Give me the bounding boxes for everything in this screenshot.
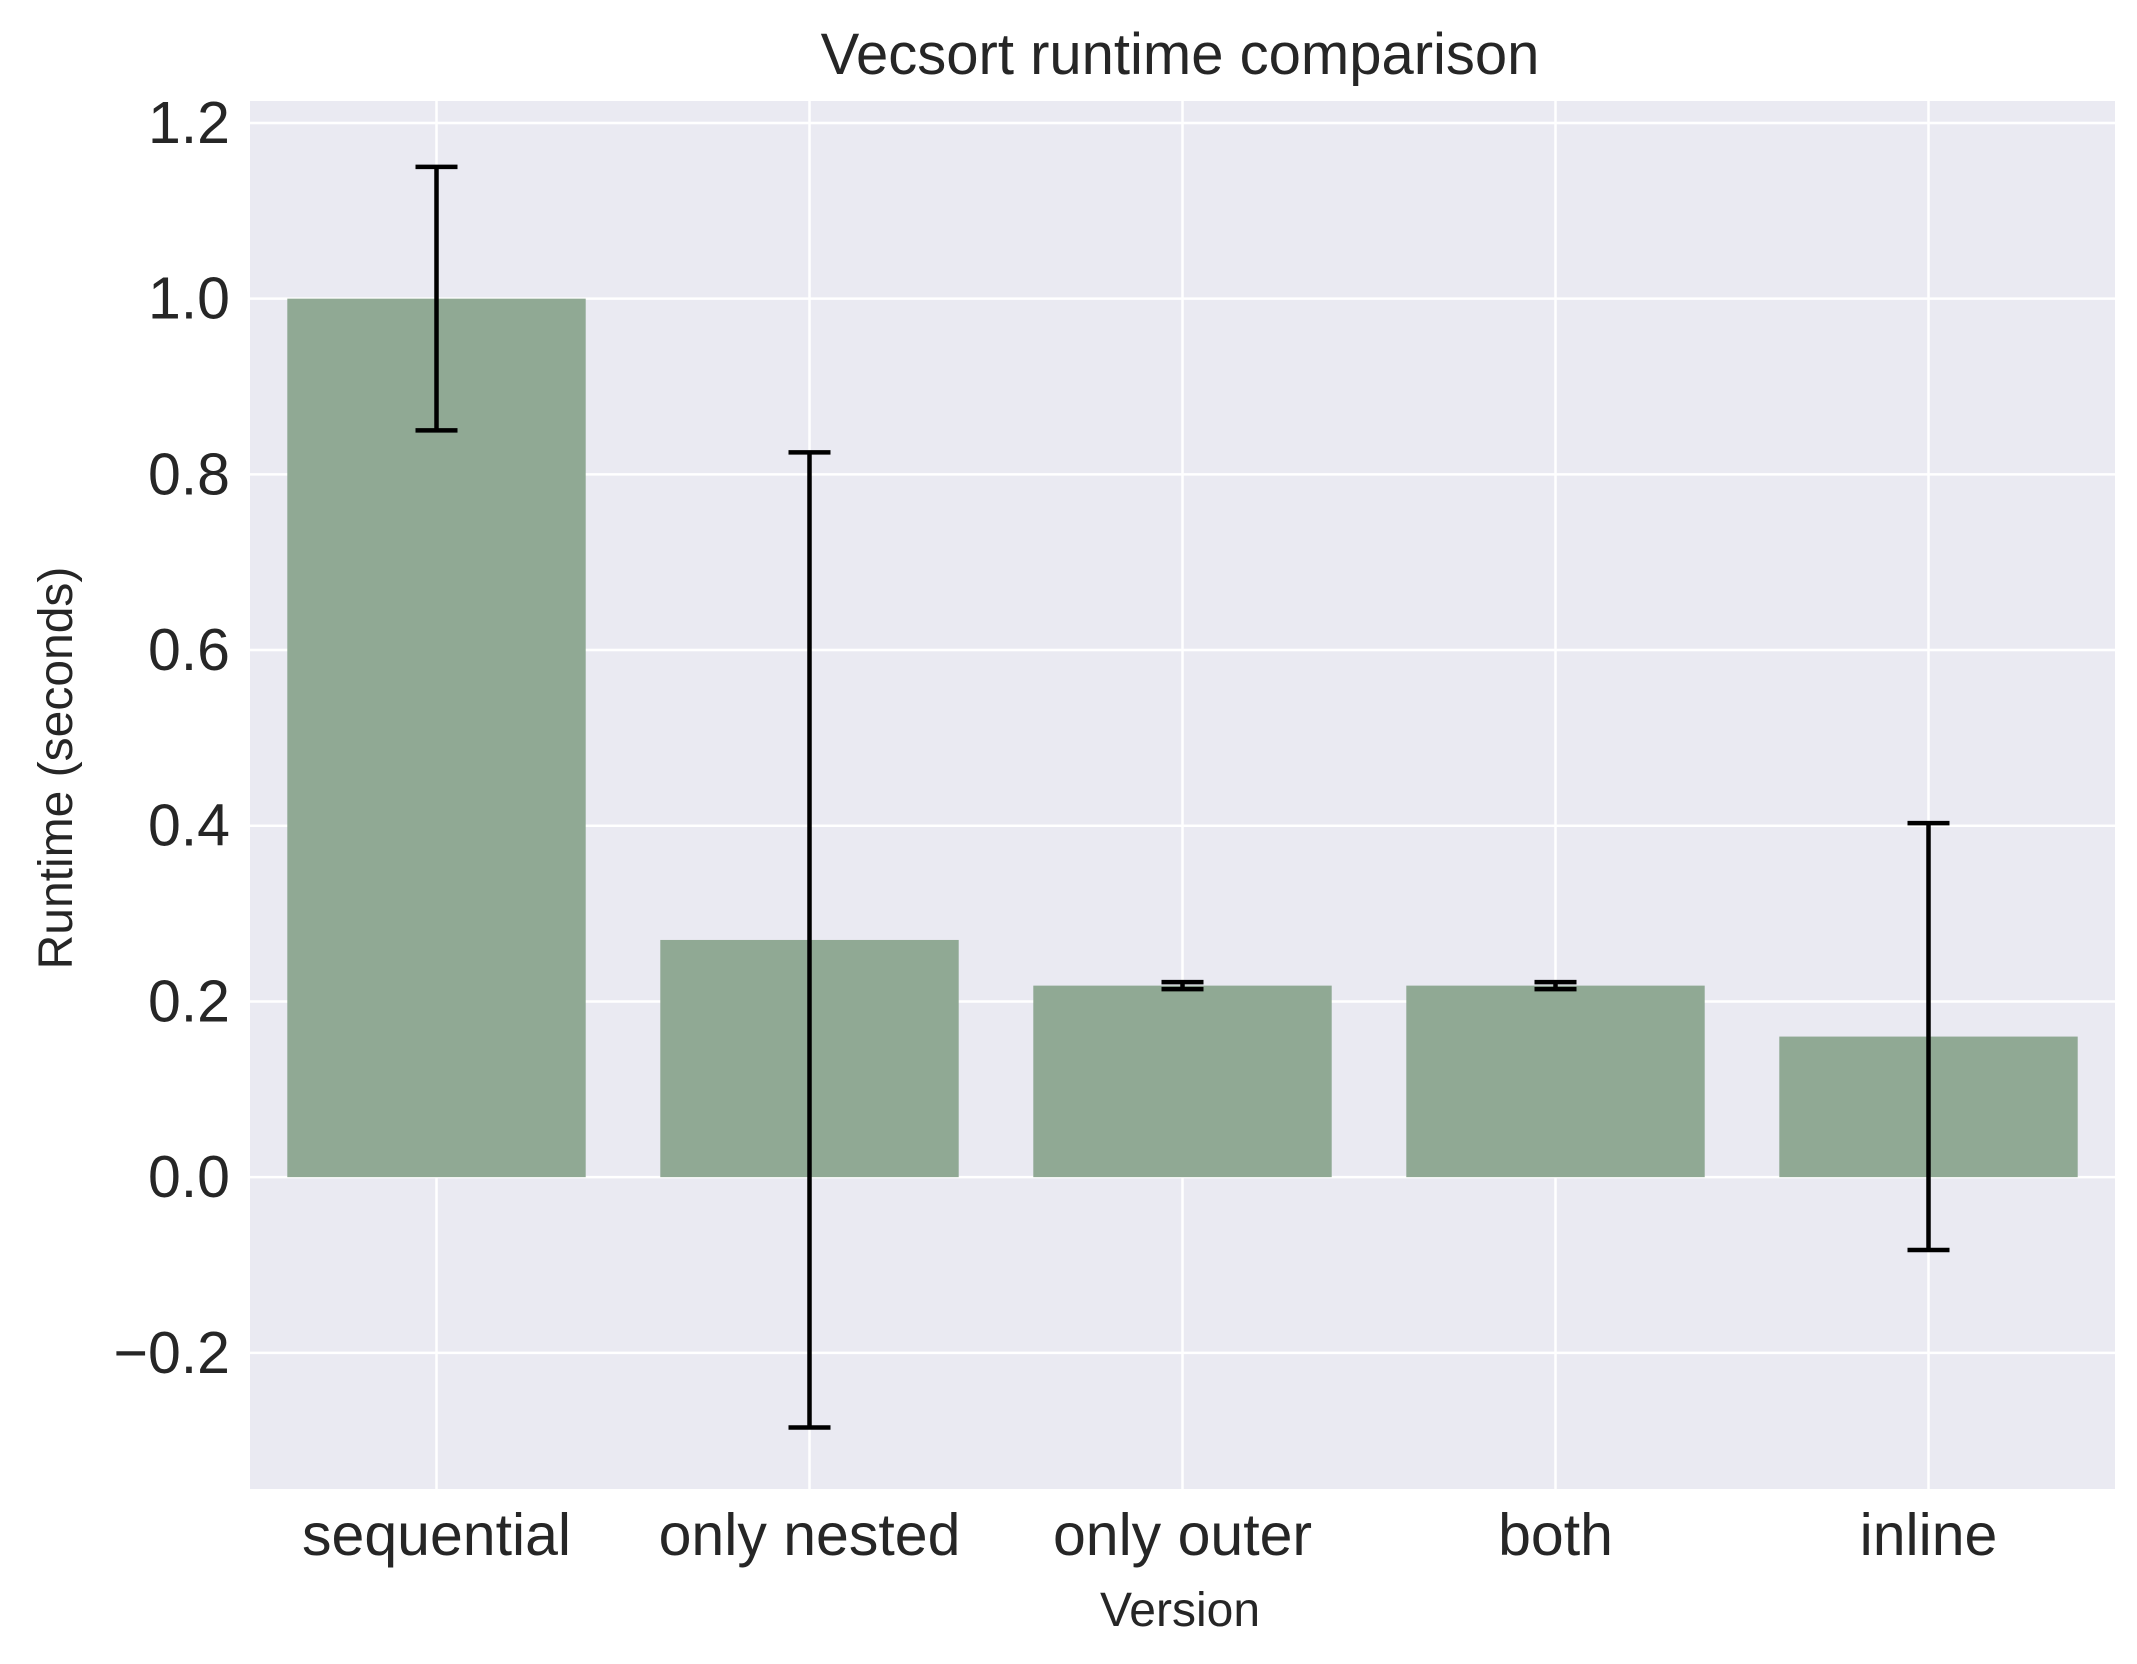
error-bars xyxy=(415,164,1950,1430)
x-tick-label: inline xyxy=(1860,1502,1998,1568)
bar-both xyxy=(1406,985,1705,1178)
error-bar-only-nested xyxy=(788,450,831,1430)
bars xyxy=(287,298,2078,1178)
x-axis-title: Version xyxy=(1100,1584,1260,1637)
x-tick-label: only nested xyxy=(659,1502,961,1568)
bar-only-outer xyxy=(1033,985,1332,1178)
error-bar-inline xyxy=(1907,820,1950,1253)
x-tick-label: sequential xyxy=(302,1502,571,1568)
y-tick-label: 0.2 xyxy=(148,968,230,1034)
y-tick-label: 0.4 xyxy=(148,793,230,859)
y-tick-label: 0.8 xyxy=(148,441,230,507)
chart-title: Vecsort runtime comparison xyxy=(821,22,1540,87)
y-tick-label: 0.6 xyxy=(148,617,230,683)
bar-sequential xyxy=(287,298,586,1178)
y-tick-labels: −0.2 0.0 0.2 0.4 0.6 0.8 1.0 1.2 xyxy=(114,90,230,1386)
x-tick-label: only outer xyxy=(1053,1502,1312,1568)
error-bar-both xyxy=(1534,979,1577,992)
error-bar-only-outer xyxy=(1161,979,1204,992)
x-tick-labels: sequential only nested only outer both inlin… xyxy=(302,1502,1997,1568)
y-tick-label: −0.2 xyxy=(114,1320,230,1386)
error-bar-sequential xyxy=(415,164,458,433)
y-axis-title: Runtime (seconds) xyxy=(30,567,83,970)
y-tick-label: 1.2 xyxy=(148,90,230,156)
y-tick-label: 0.0 xyxy=(148,1144,230,1210)
y-tick-label: 1.0 xyxy=(148,266,230,332)
x-tick-label: both xyxy=(1498,1502,1613,1568)
